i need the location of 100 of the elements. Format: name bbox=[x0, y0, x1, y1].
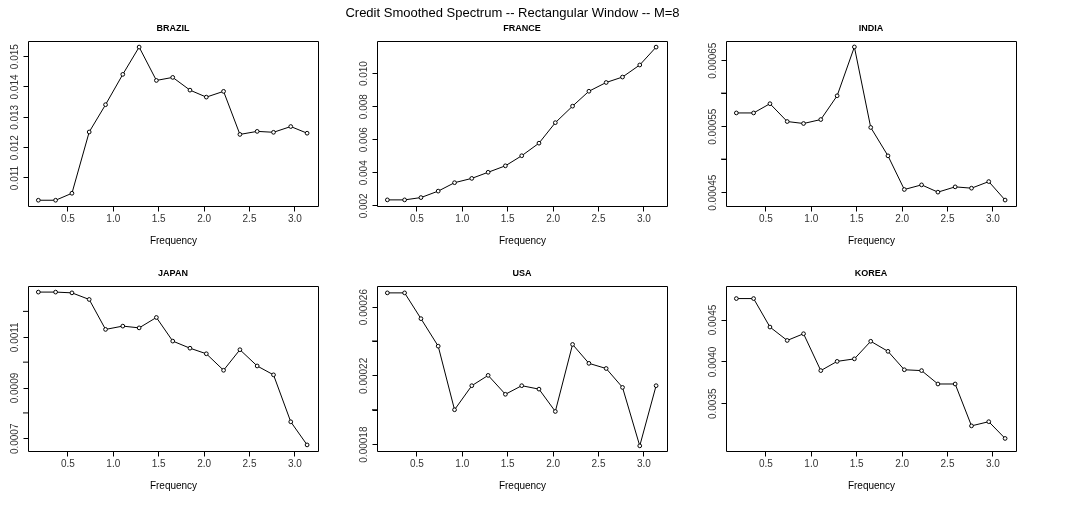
point bbox=[187, 345, 193, 351]
y-tick-label: 0.011 bbox=[8, 165, 20, 191]
point bbox=[237, 132, 243, 137]
point bbox=[834, 359, 840, 364]
x-tick-label: 0.5 bbox=[409, 212, 425, 224]
x-tick-label: 3.0 bbox=[985, 212, 1001, 224]
point bbox=[170, 75, 176, 80]
point bbox=[784, 338, 790, 343]
point bbox=[801, 331, 806, 337]
x-tick-label: 1.0 bbox=[106, 212, 121, 224]
point bbox=[254, 129, 260, 134]
x-tick-label: 2.0 bbox=[546, 457, 561, 469]
point bbox=[868, 338, 874, 344]
point bbox=[935, 381, 941, 387]
y-tick-label: 0.014 bbox=[8, 74, 20, 100]
y-tick-label: 0.0035 bbox=[706, 388, 718, 420]
chart-title: INDIA bbox=[858, 23, 884, 33]
x-axis-title: Frequency bbox=[149, 234, 198, 246]
point bbox=[552, 120, 558, 126]
point bbox=[570, 342, 575, 347]
y-tick-label: 0.008 bbox=[357, 93, 369, 120]
point bbox=[586, 360, 592, 366]
y-tick-label: 0.006 bbox=[357, 126, 369, 153]
chart-title: USA bbox=[512, 268, 532, 278]
x-tick-label: 1.0 bbox=[804, 457, 819, 469]
point bbox=[852, 356, 857, 362]
point bbox=[435, 343, 441, 349]
point bbox=[402, 290, 407, 296]
point bbox=[969, 423, 974, 429]
x-tick-label: 2.5 bbox=[242, 212, 257, 224]
point bbox=[586, 88, 592, 94]
x-tick-label: 3.0 bbox=[636, 457, 652, 469]
chart-title: BRAZIL bbox=[156, 23, 190, 33]
point bbox=[384, 197, 390, 203]
y-tick-label: 0.013 bbox=[8, 104, 20, 130]
y-tick-label: 0.00055 bbox=[706, 108, 718, 145]
point bbox=[120, 72, 126, 77]
point bbox=[452, 407, 457, 413]
x-tick-label: 1.0 bbox=[455, 212, 470, 224]
y-tick-label: 0.0040 bbox=[706, 346, 718, 378]
point bbox=[418, 195, 424, 200]
point bbox=[603, 80, 609, 85]
x-tick-label: 0.5 bbox=[758, 212, 774, 224]
chart-title: JAPAN bbox=[158, 268, 188, 278]
point bbox=[288, 124, 294, 129]
point bbox=[53, 197, 58, 203]
point bbox=[733, 296, 739, 301]
point bbox=[154, 315, 159, 320]
point bbox=[503, 163, 508, 169]
y-tick-label: 0.00026 bbox=[357, 288, 369, 326]
point bbox=[304, 442, 310, 448]
point bbox=[53, 289, 58, 295]
y-tick-label: 0.002 bbox=[357, 192, 369, 219]
chart-title: KOREA bbox=[854, 268, 888, 278]
point bbox=[784, 119, 790, 124]
point bbox=[402, 197, 407, 203]
point bbox=[818, 117, 824, 122]
x-tick-label: 3.0 bbox=[985, 457, 1001, 469]
point bbox=[203, 94, 209, 100]
point bbox=[35, 197, 41, 203]
x-tick-label: 2.0 bbox=[197, 212, 212, 224]
point bbox=[103, 102, 108, 108]
y-tick-label: 0.00022 bbox=[357, 357, 369, 394]
point bbox=[519, 153, 525, 159]
point bbox=[271, 372, 276, 378]
point bbox=[237, 347, 243, 353]
x-tick-label: 3.0 bbox=[287, 457, 303, 469]
point bbox=[834, 93, 840, 99]
point bbox=[418, 316, 424, 322]
point bbox=[154, 78, 159, 83]
point bbox=[254, 363, 260, 369]
point bbox=[1002, 197, 1008, 203]
point bbox=[603, 366, 609, 371]
point bbox=[435, 188, 441, 194]
point bbox=[86, 129, 92, 135]
point bbox=[203, 351, 209, 357]
y-tick-label: 0.0011 bbox=[8, 321, 20, 353]
point bbox=[852, 44, 857, 50]
point bbox=[120, 323, 126, 329]
point bbox=[653, 383, 659, 389]
x-tick-label: 2.5 bbox=[591, 212, 606, 224]
point bbox=[637, 443, 643, 449]
point bbox=[485, 373, 491, 378]
point bbox=[570, 103, 575, 109]
y-tick-label: 0.0045 bbox=[706, 304, 718, 336]
x-tick-label: 0.5 bbox=[60, 212, 76, 224]
point bbox=[469, 176, 475, 181]
x-tick-label: 1.0 bbox=[804, 212, 819, 224]
point bbox=[952, 381, 958, 387]
text: Credit Smoothed Spectrum -- Rectangular Window -- M=8 bbox=[345, 4, 680, 20]
point bbox=[733, 110, 739, 116]
x-axis-title: Frequency bbox=[149, 479, 198, 491]
point bbox=[1002, 436, 1008, 441]
x-tick-label: 2.0 bbox=[546, 212, 561, 224]
point bbox=[653, 44, 659, 50]
point bbox=[221, 88, 226, 94]
point bbox=[288, 419, 294, 425]
x-tick-label: 2.0 bbox=[895, 457, 910, 469]
x-tick-label: 1.5 bbox=[500, 212, 516, 224]
y-tick-label: 0.0007 bbox=[8, 423, 20, 455]
